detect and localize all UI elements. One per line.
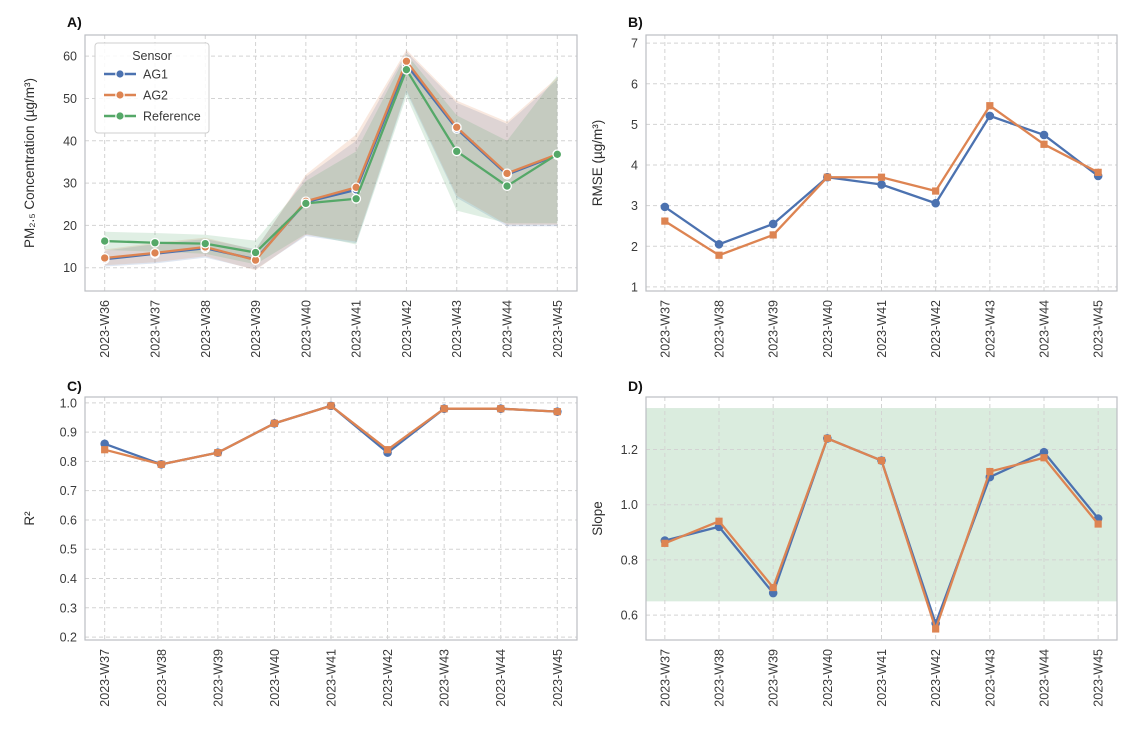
x-tick-label: 2023-W43 [450,300,464,358]
panel-d-chart: 0.6 0.8 1.0 1.2 2023-W37 2023-W38 2023-W39 2023… [586,368,1132,753]
panel-c: C) 0.2 0.3 0.4 0.5 0.6 0.7 0.8 0.9 1.0 2023-W37 20… [18,368,586,753]
y-tick-label: 2 [631,240,638,254]
y-tick-label: 60 [63,50,77,64]
x-tick-label: 2023-W41 [350,300,364,358]
x-tick-label: 2023-W45 [551,300,565,358]
legend-entry-label: Reference [143,110,201,124]
x-tick-label: 2023-W38 [713,300,727,358]
x-tick-label: 2023-W41 [875,649,889,707]
y-tick-label: 0.8 [621,553,638,567]
y-tick-label: 1 [631,280,638,294]
x-tick-label: 2023-W38 [713,649,727,707]
y-tick-label: 30 [63,177,77,191]
y-tick-label: 0.9 [60,426,77,440]
y-tick-label: 40 [63,134,77,148]
legend-entry-label: AG1 [143,68,168,82]
panel-b-chart: 1 2 3 4 5 6 7 2023-W37 2023-W38 2023-W39 2023-W40 2… [586,4,1132,372]
y-tick-label: 7 [631,37,638,51]
x-tick-label: 2023-W44 [1037,649,1051,707]
x-tick-label: 2023-W43 [983,649,997,707]
x-tick-label: 2023-W39 [211,649,225,707]
y-tick-label: 0.4 [60,572,77,586]
y-tick-label: 3 [631,199,638,213]
y-tick-label: 0.8 [60,455,77,469]
x-tick-label: 2023-W36 [98,300,112,358]
y-tick-label: 0.2 [60,631,77,645]
y-tick-label: 1.0 [621,498,638,512]
x-tick-label: 2023-W39 [249,300,263,358]
x-tick-label: 2023-W40 [821,649,835,707]
x-tick-label: 2023-W40 [299,300,313,358]
panel-c-chart: 0.2 0.3 0.4 0.5 0.6 0.7 0.8 0.9 1.0 2023-W37 2023-… [18,368,586,753]
panel-a-label: A) [67,14,82,30]
x-tick-label: 2023-W44 [494,649,508,707]
legend: Sensor AG1 AG2 Reference [94,42,210,134]
x-tick-label: 2023-W41 [875,300,889,358]
x-tick-label: 2023-W43 [983,300,997,358]
legend-title: Sensor [132,49,172,63]
x-tick-label: 2023-W39 [767,649,781,707]
x-tick-label: 2023-W37 [98,649,112,707]
y-tick-label: 4 [631,159,638,173]
panel-d-label: D) [628,378,643,394]
y-axis-label: R² [22,511,37,526]
x-tick-label: 2023-W44 [1037,300,1051,358]
y-tick-label: 0.6 [60,513,77,527]
x-tick-label: 2023-W44 [501,300,515,358]
x-tick-label: 2023-W42 [400,300,414,358]
y-tick-label: 1.2 [621,443,638,457]
y-tick-label: 10 [63,261,77,275]
y-axis-label: RMSE (µg/m³) [590,120,605,207]
x-tick-label: 2023-W42 [929,300,943,358]
y-tick-label: 6 [631,77,638,91]
legend-entry-label: AG2 [143,89,168,103]
y-tick-label: 5 [631,118,638,132]
x-tick-label: 2023-W40 [268,649,282,707]
x-tick-label: 2023-W42 [381,649,395,707]
x-tick-label: 2023-W39 [767,300,781,358]
y-tick-label: 1.0 [60,396,77,410]
x-tick-label: 2023-W42 [929,649,943,707]
x-tick-label: 2023-W45 [551,649,565,707]
x-tick-label: 2023-W37 [658,300,672,358]
x-tick-label: 2023-W41 [325,649,339,707]
panel-b-label: B) [628,14,643,30]
panel-a: A) 10 20 30 40 50 60 2023-W36 2023-W37 2023-W38 2… [18,4,586,372]
x-tick-label: 2023-W45 [1092,649,1106,707]
y-tick-label: 50 [63,92,77,106]
x-tick-label: 2023-W43 [438,649,452,707]
panel-b: B) 1 2 3 4 5 6 7 2023-W37 2023-W38 2023-W39 2023-W… [586,4,1132,372]
y-axis-label: Slope [590,501,605,536]
x-tick-label: 2023-W37 [148,300,162,358]
y-tick-label: 0.7 [60,484,77,498]
x-tick-label: 2023-W38 [199,300,213,358]
x-tick-label: 2023-W45 [1092,300,1106,358]
x-tick-label: 2023-W40 [821,300,835,358]
panel-c-label: C) [67,378,82,394]
y-tick-label: 0.6 [621,609,638,623]
y-tick-label: 20 [63,219,77,233]
panel-a-chart: 10 20 30 40 50 60 2023-W36 2023-W37 2023-W38 2023… [18,4,586,372]
panel-d: D) 0.6 0.8 1.0 1.2 2023-W37 2023-W38 2023-W39 2… [586,368,1132,753]
x-tick-label: 2023-W37 [658,649,672,707]
x-tick-label: 2023-W38 [155,649,169,707]
y-tick-label: 0.5 [60,543,77,557]
y-axis-label: PM₂.₅ Concentration (µg/m³) [22,78,37,248]
y-tick-label: 0.3 [60,601,77,615]
